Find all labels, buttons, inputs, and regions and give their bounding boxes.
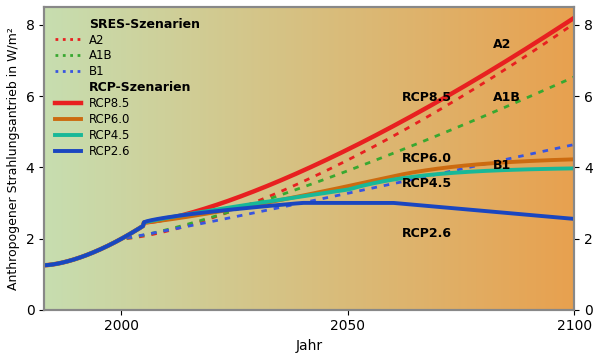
Text: A1B: A1B: [493, 91, 521, 104]
Text: B1: B1: [493, 159, 511, 172]
X-axis label: Jahr: Jahr: [296, 339, 323, 353]
Legend: SRES-Szenarien, A2, A1B, B1, RCP-Szenarien, RCP8.5, RCP6.0, RCP4.5, RCP2.6: SRES-Szenarien, A2, A1B, B1, RCP-Szenari…: [50, 13, 205, 163]
Text: A2: A2: [493, 38, 511, 51]
Text: RCP4.5: RCP4.5: [402, 177, 452, 190]
Y-axis label: Anthropogener Strahlungsantrieb in W/m²: Anthropogener Strahlungsantrieb in W/m²: [7, 27, 20, 290]
Text: RCP8.5: RCP8.5: [402, 91, 452, 104]
Text: RCP2.6: RCP2.6: [402, 227, 452, 240]
Text: RCP6.0: RCP6.0: [402, 152, 452, 165]
